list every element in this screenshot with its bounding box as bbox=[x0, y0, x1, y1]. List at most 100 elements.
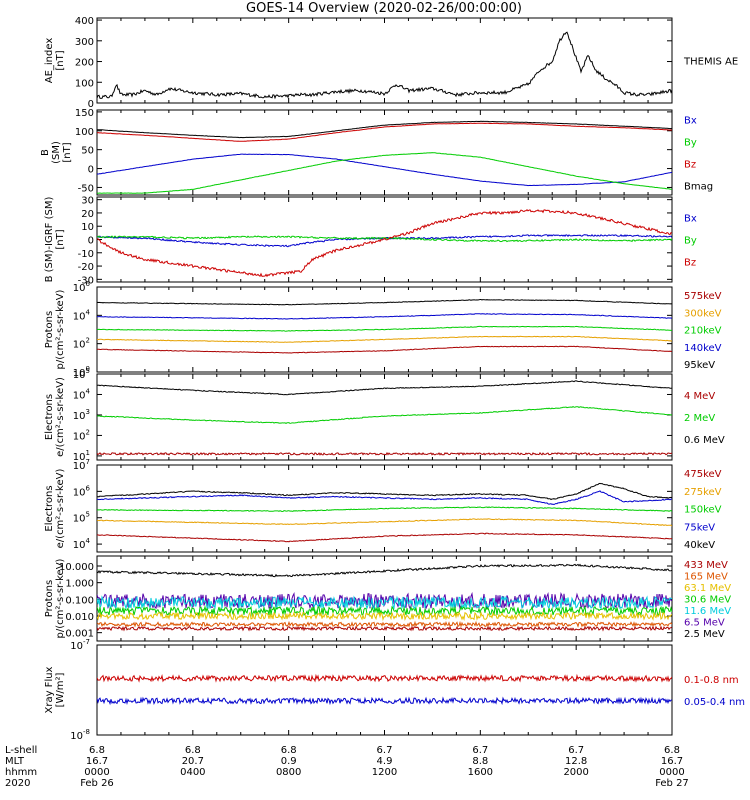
panel-frame bbox=[96, 644, 673, 736]
x-axis-value: 0000 bbox=[84, 767, 109, 778]
y-axis-label: AE_index bbox=[44, 38, 55, 84]
series-line-11-6-mev bbox=[97, 595, 672, 611]
legend-entry: 275keV bbox=[684, 487, 722, 498]
y-tick-label: -50 bbox=[78, 183, 94, 194]
y-tick-label: 102 bbox=[73, 337, 90, 351]
legend-entry: 2.5 MeV bbox=[684, 629, 725, 640]
y-axis-label: Protons bbox=[44, 311, 55, 348]
legend-entry: 30.6 MeV bbox=[684, 595, 731, 606]
legend-entry: Bx bbox=[684, 214, 697, 225]
x-axis-value: 6.8 bbox=[664, 745, 680, 756]
y-tick-label: -20 bbox=[78, 262, 94, 273]
x-axis-value: 0000 bbox=[659, 767, 684, 778]
series-line-by bbox=[97, 235, 672, 243]
x-axis-value: 2000 bbox=[563, 767, 588, 778]
y-tick-label: 0.100 bbox=[65, 595, 94, 606]
x-axis-value: 0400 bbox=[180, 767, 205, 778]
x-axis-value: Feb 27 bbox=[655, 778, 689, 789]
y-tick-label: 0 bbox=[88, 165, 94, 176]
legend-entry: Bx bbox=[684, 116, 697, 127]
legend-entry: 2 MeV bbox=[684, 413, 715, 424]
x-axis-value: 1600 bbox=[468, 767, 493, 778]
y-tick-label: 106 bbox=[73, 484, 91, 498]
legend-entry: THEMIS AE bbox=[683, 57, 738, 68]
y-tick-label: 20 bbox=[81, 209, 94, 220]
series-line-4-mev bbox=[97, 451, 672, 456]
x-axis-row-label: 2020 bbox=[5, 778, 30, 789]
x-axis-value: Feb 26 bbox=[80, 778, 114, 789]
y-tick-label: 0.010 bbox=[65, 612, 94, 623]
y-axis-label: Protons bbox=[44, 580, 55, 617]
y-tick-label: 0.001 bbox=[65, 629, 94, 640]
y-axis-label: Electrons bbox=[44, 394, 55, 440]
legend-entry: 6.5 MeV bbox=[684, 618, 725, 629]
y-tick-label: 104 bbox=[73, 308, 91, 322]
y-tick-label: 200 bbox=[75, 58, 94, 69]
y-tick-label: -30 bbox=[78, 275, 94, 286]
legend-entry: 433 MeV bbox=[684, 560, 728, 571]
y-axis-label: B (SM)-IGRF (SM) bbox=[44, 197, 55, 283]
x-axis-value: 6.7 bbox=[377, 745, 393, 756]
legend-entry: 475keV bbox=[684, 469, 722, 480]
x-axis-row-label: MLT bbox=[5, 756, 25, 767]
x-axis-value: 12.8 bbox=[565, 756, 587, 767]
series-line-0-1-0-8-nm bbox=[97, 673, 672, 683]
x-axis-value: 4.9 bbox=[377, 756, 393, 767]
legend-entry: 0.1-0.8 nm bbox=[684, 675, 739, 686]
series-line-140kev bbox=[97, 313, 672, 320]
y-axis-label: [nT] bbox=[62, 142, 73, 162]
y-tick-label: 105 bbox=[73, 511, 90, 525]
series-line-275kev bbox=[97, 518, 672, 527]
series-line-0-6-mev bbox=[97, 380, 672, 396]
x-axis-value: 6.8 bbox=[185, 745, 201, 756]
series-line-0-05-0-4-nm bbox=[97, 696, 672, 706]
x-axis-value: 6.8 bbox=[281, 745, 297, 756]
y-axis-label: (SM) bbox=[51, 141, 62, 164]
legend-entry: 75keV bbox=[684, 522, 715, 533]
y-axis-label: e/(cm²-s-sr-keV) bbox=[55, 377, 66, 457]
y-tick-label: 104 bbox=[73, 387, 91, 401]
y-tick-label: 106 bbox=[73, 280, 91, 294]
legend-entry: Bz bbox=[684, 258, 696, 269]
x-axis-value: 6.8 bbox=[89, 745, 105, 756]
x-axis-value: 0.9 bbox=[281, 756, 297, 767]
series-line-bmag bbox=[97, 120, 672, 139]
series-line-by bbox=[97, 152, 672, 194]
series-line-40kev bbox=[97, 482, 672, 501]
y-axis-label: [nT] bbox=[55, 229, 66, 249]
series-line-bz bbox=[97, 208, 672, 278]
y-axis-label: [W/m²] bbox=[55, 672, 66, 707]
legend-entry: 95keV bbox=[684, 360, 715, 371]
y-axis-label: B bbox=[40, 149, 51, 156]
y-axis-label: p/(cm²-s-sr-keV) bbox=[55, 558, 66, 638]
series-line-475kev bbox=[97, 532, 672, 543]
y-tick-label: 103 bbox=[73, 408, 90, 422]
x-axis-row-label: L-shell bbox=[5, 745, 37, 756]
series-line-165-mev bbox=[97, 620, 672, 628]
series-line-30-6-mev bbox=[97, 605, 672, 617]
series-line-63-1-mev bbox=[97, 610, 672, 622]
legend-entry: By bbox=[684, 138, 697, 149]
legend-entry: 0.05-0.4 nm bbox=[684, 697, 745, 708]
y-tick-label: 104 bbox=[73, 537, 91, 551]
legend-entry: 210keV bbox=[684, 326, 722, 337]
y-tick-label: 107 bbox=[73, 458, 90, 472]
x-axis-value: 1200 bbox=[372, 767, 397, 778]
y-tick-label: 300 bbox=[75, 37, 94, 48]
legend-entry: 140keV bbox=[684, 343, 722, 354]
legend-entry: 4 MeV bbox=[684, 391, 715, 402]
x-axis-value: 0800 bbox=[276, 767, 301, 778]
legend-entry: 165 MeV bbox=[684, 572, 728, 583]
x-axis-value: 20.7 bbox=[182, 756, 204, 767]
series-line-2-5-mev bbox=[97, 563, 672, 578]
y-tick-label: 10-8 bbox=[70, 728, 90, 742]
legend-entry: 300keV bbox=[684, 308, 722, 319]
legend-entry: 0.6 MeV bbox=[684, 435, 725, 446]
legend-entry: 575keV bbox=[684, 291, 722, 302]
x-axis-value: 6.7 bbox=[568, 745, 584, 756]
y-tick-label: 30 bbox=[81, 196, 94, 207]
x-axis-row-label: hhmm bbox=[5, 767, 37, 778]
chart-title: GOES-14 Overview (2020-02-26/00:00:00) bbox=[246, 1, 522, 16]
y-tick-label: 100 bbox=[75, 78, 94, 89]
